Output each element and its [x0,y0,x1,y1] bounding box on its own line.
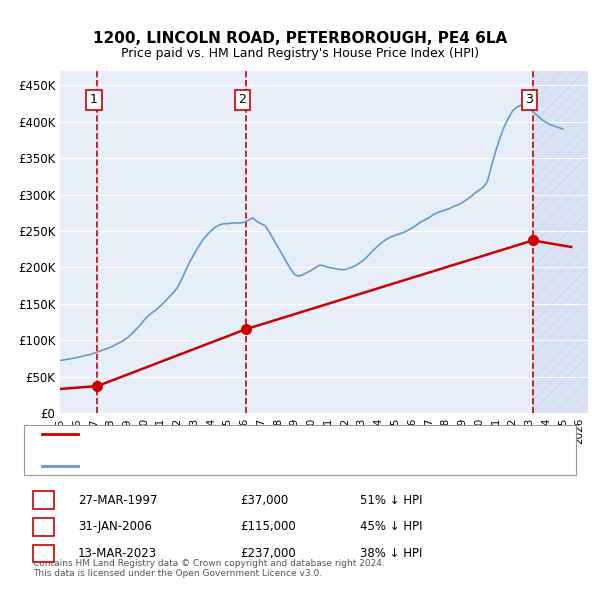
Text: Price paid vs. HM Land Registry's House Price Index (HPI): Price paid vs. HM Land Registry's House … [121,47,479,60]
Bar [533,71,588,413]
Text: £115,000: £115,000 [240,520,296,533]
Text: 2: 2 [40,520,47,533]
Text: £37,000: £37,000 [240,494,288,507]
Text: 1: 1 [40,494,47,507]
Text: 1200, LINCOLN ROAD, PETERBOROUGH, PE4 6LA (detached house): 1200, LINCOLN ROAD, PETERBOROUGH, PE4 6L… [87,429,436,438]
Text: 2: 2 [238,93,247,106]
Text: 51% ↓ HPI: 51% ↓ HPI [360,494,422,507]
Text: 1200, LINCOLN ROAD, PETERBOROUGH, PE4 6LA: 1200, LINCOLN ROAD, PETERBOROUGH, PE4 6L… [93,31,507,46]
Text: 31-JAN-2006: 31-JAN-2006 [78,520,152,533]
Text: 13-MAR-2023: 13-MAR-2023 [78,547,157,560]
Text: 3: 3 [40,547,47,560]
Text: Contains HM Land Registry data © Crown copyright and database right 2024.
This d: Contains HM Land Registry data © Crown c… [33,559,385,578]
Text: 45% ↓ HPI: 45% ↓ HPI [360,520,422,533]
Text: 38% ↓ HPI: 38% ↓ HPI [360,547,422,560]
Text: 27-MAR-1997: 27-MAR-1997 [78,494,157,507]
Text: 1: 1 [90,93,98,106]
Text: 3: 3 [526,93,533,106]
Text: HPI: Average price, detached house, City of Peterborough: HPI: Average price, detached house, City… [87,461,388,471]
Text: £237,000: £237,000 [240,547,296,560]
Bar [533,71,588,413]
